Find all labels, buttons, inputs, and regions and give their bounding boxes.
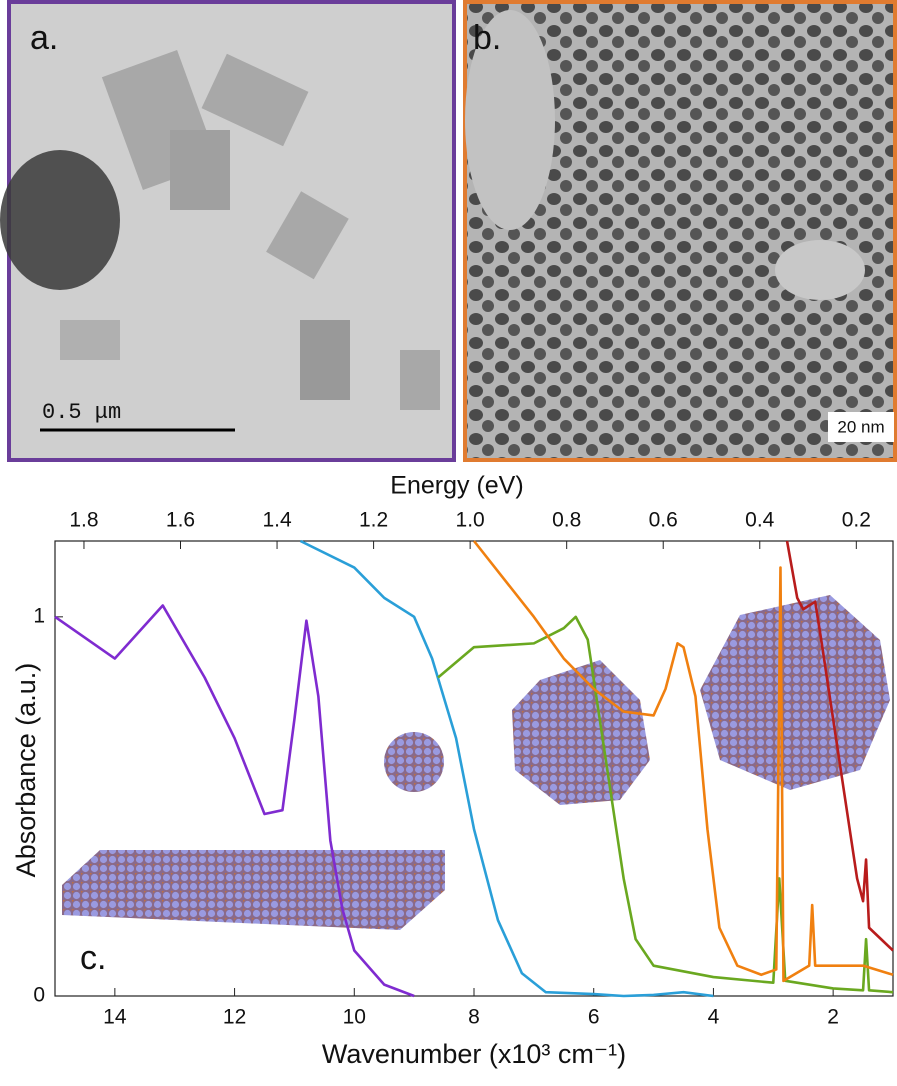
spectrum-line <box>437 615 894 994</box>
x-tick-label: 4 <box>708 1006 720 1029</box>
tem-image-a: a. 0.5 μm <box>0 0 456 462</box>
x2-tick-label: 0.6 <box>649 509 678 532</box>
panel-label: a. <box>30 19 58 57</box>
x2-tick-label: 1.8 <box>69 509 98 532</box>
x-tick-label: 6 <box>588 1006 600 1029</box>
x-tick-label: 2 <box>827 1006 839 1029</box>
tem-image-b: b. 20 nm <box>463 0 897 462</box>
x2-tick-label: 0.8 <box>552 509 581 532</box>
spectrum-line <box>299 539 714 998</box>
panel-label: b. <box>473 19 501 57</box>
x-tick-label: 12 <box>223 1006 246 1029</box>
spectrum-line <box>54 604 415 998</box>
x2-axis-label: Energy (eV) <box>390 472 523 500</box>
panel-label: c. <box>80 939 106 977</box>
spectrum-line <box>472 540 894 983</box>
y-tick-label: 0 <box>33 984 45 1007</box>
x-tick-label: 14 <box>103 1006 127 1029</box>
scale-bar-label: 0.5 μm <box>42 400 121 425</box>
x-tick-label: 8 <box>468 1006 480 1029</box>
y-tick-label: 1 <box>33 604 45 627</box>
spectrum-line <box>785 540 894 952</box>
x2-tick-label: 1.2 <box>359 509 388 532</box>
x2-tick-label: 0.4 <box>745 509 775 532</box>
x2-tick-label: 1.4 <box>262 509 292 532</box>
x2-tick-label: 1.6 <box>166 509 195 532</box>
y-axis-label: Absorbance (a.u.) <box>11 663 41 878</box>
scale-bar-label: 20 nm <box>837 417 884 436</box>
plot-area: 14 12 10 8 6 4 2 1.8 1.6 1.4 1.2 1.0 0.8 0.6 0.4 0.2 0 1 <box>33 509 894 1029</box>
x2-tick-label: 0.2 <box>842 509 871 532</box>
x-axis-label: Wavenumber (x10³ cm⁻¹) <box>322 1039 626 1069</box>
structure-insets <box>62 595 890 930</box>
x-tick-label: 10 <box>343 1006 366 1029</box>
x2-tick-label: 1.0 <box>456 509 485 532</box>
